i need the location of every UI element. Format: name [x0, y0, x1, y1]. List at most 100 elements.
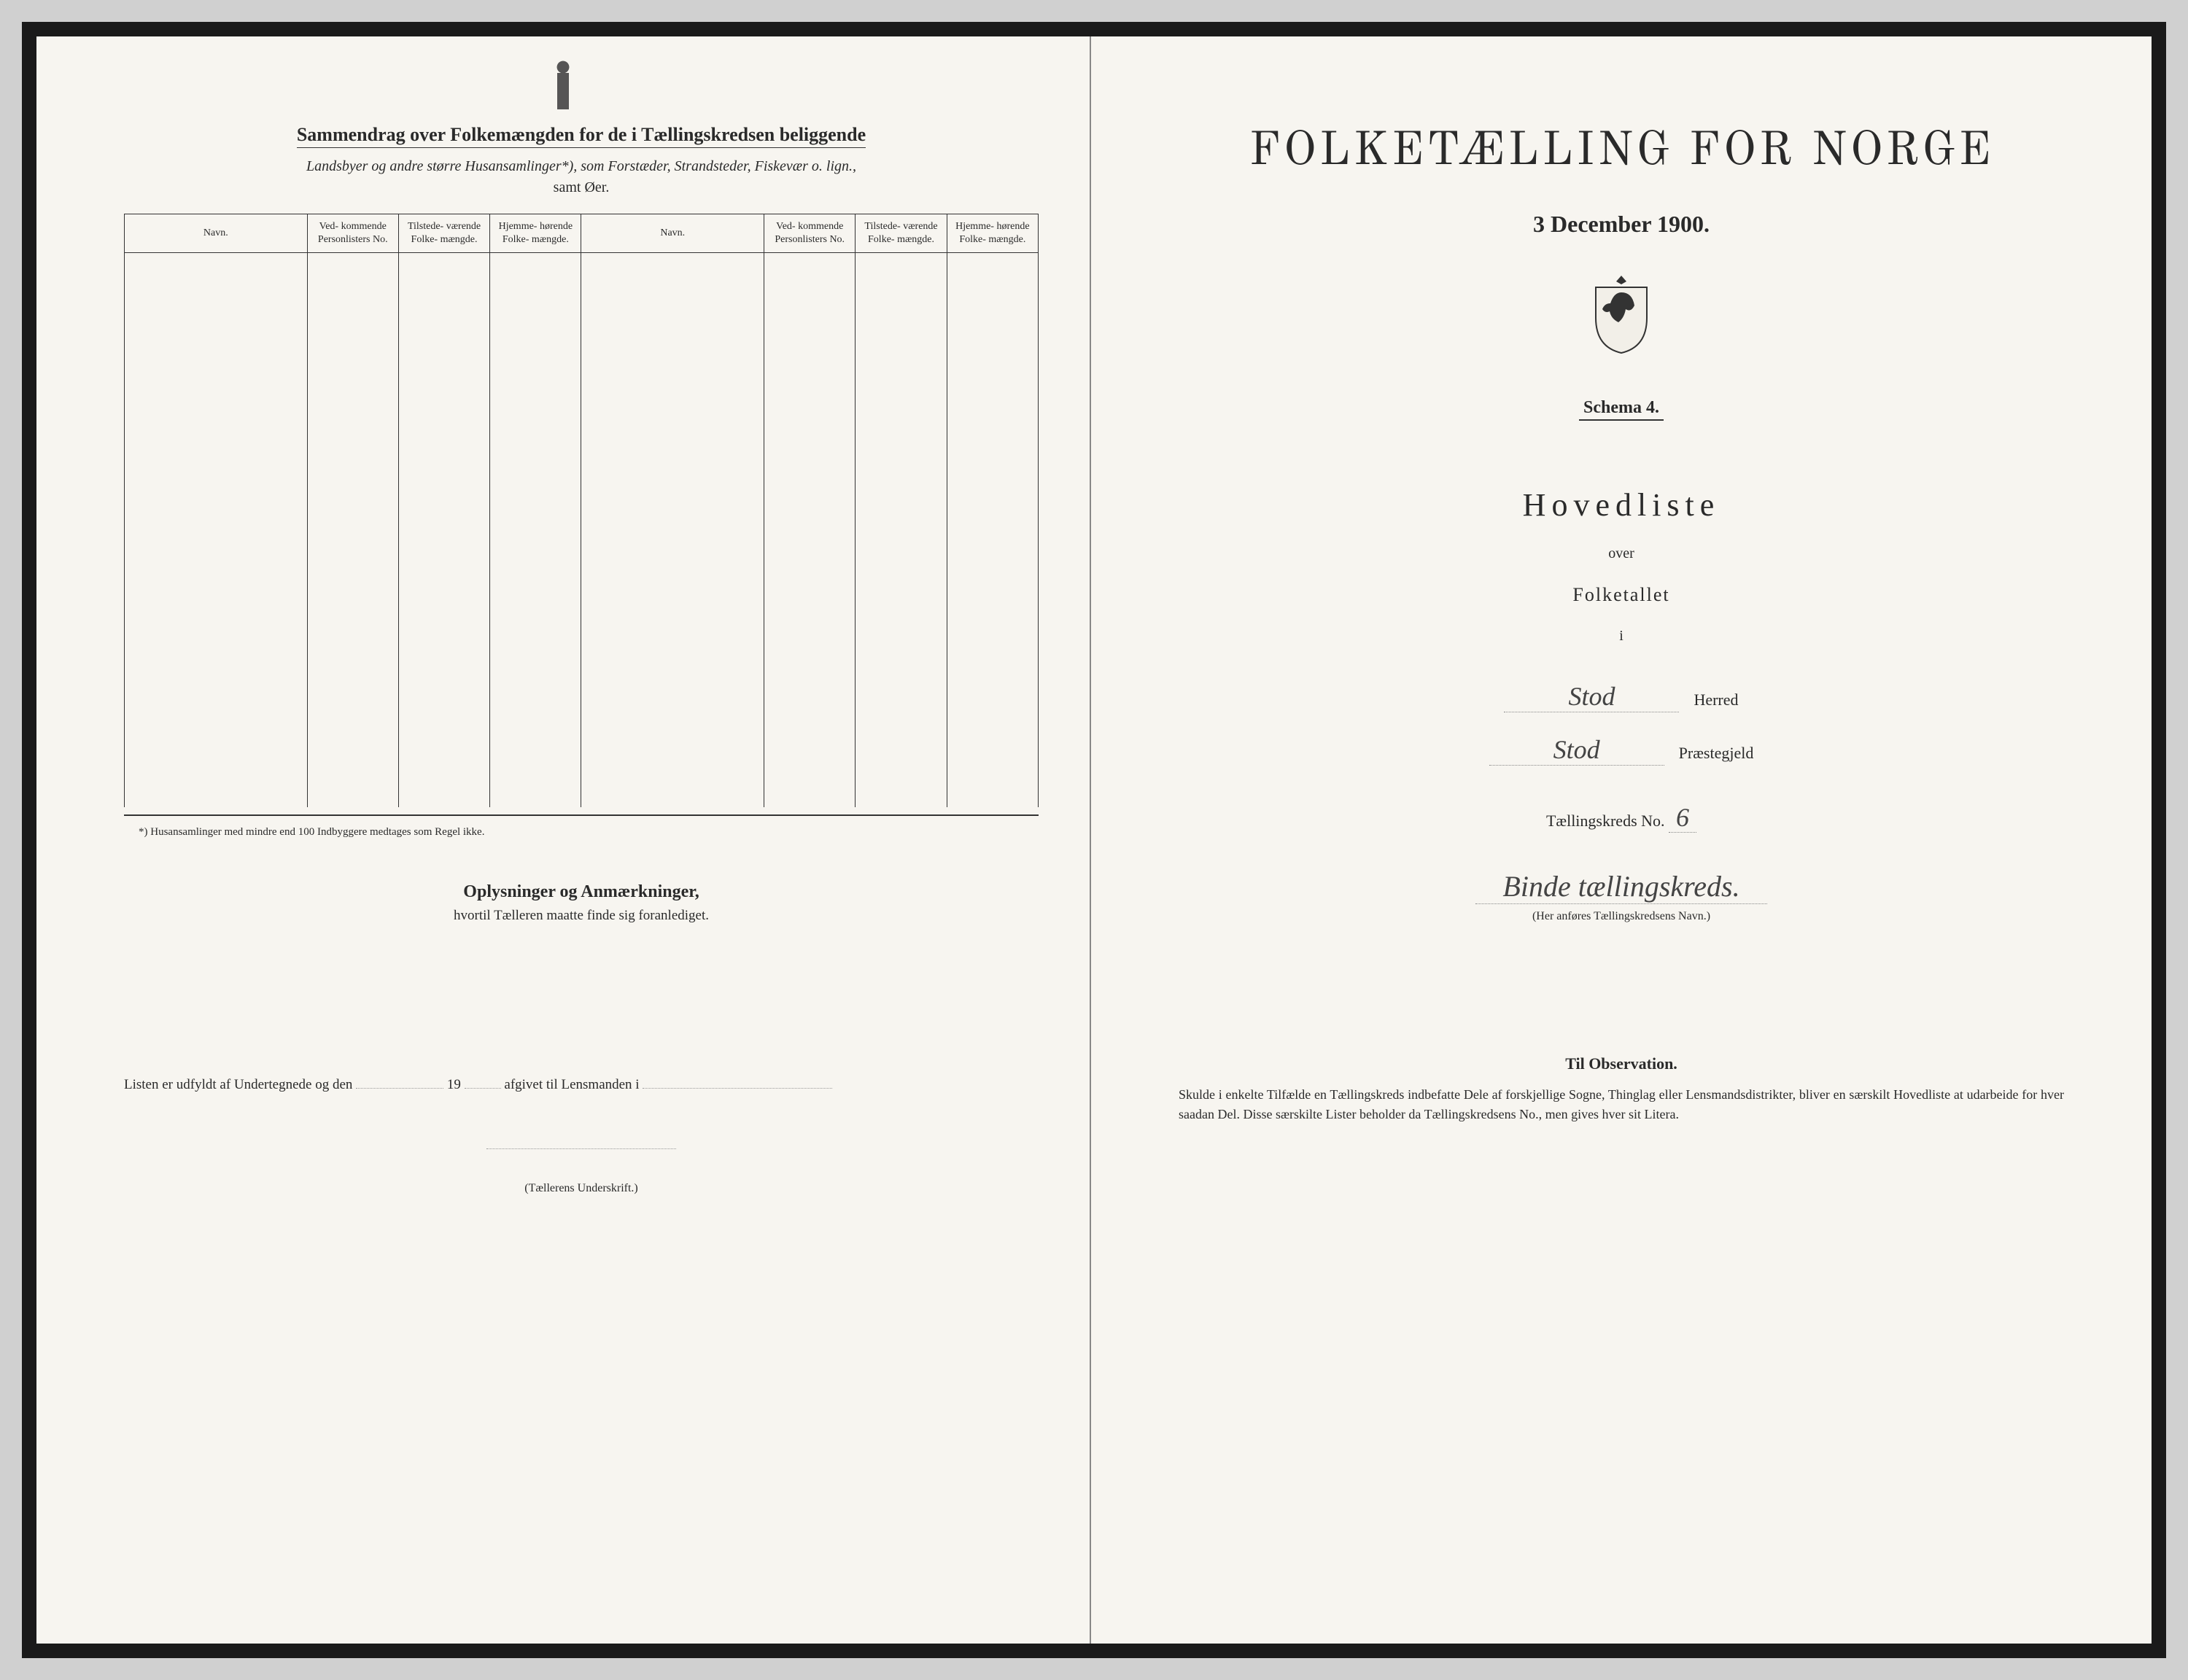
right-page: FOLKETÆLLING FOR NORGE 3 December 1900. …	[1091, 36, 2152, 1644]
table-cell	[490, 752, 581, 807]
table-cell	[125, 696, 308, 752]
table-cell	[125, 530, 308, 586]
table-cell	[398, 530, 489, 586]
kreds-no-value: 6	[1669, 803, 1696, 833]
table-cell	[398, 586, 489, 641]
i-label: i	[1164, 628, 2079, 645]
table-row	[125, 530, 1039, 586]
hovedliste-title: Hovedliste	[1164, 486, 2079, 524]
table-cell	[764, 586, 856, 641]
table-cell	[125, 641, 308, 696]
signature-line: Listen er udfyldt af Undertegnede og den…	[124, 1070, 1039, 1100]
table-cell	[307, 752, 398, 807]
left-page: Sammendrag over Folkemængden for de i Tæ…	[36, 36, 1091, 1644]
observation-title: Til Observation.	[1164, 1054, 2079, 1073]
table-cell	[490, 308, 581, 364]
table-cell	[581, 308, 764, 364]
table-cell	[856, 308, 947, 364]
table-cell	[581, 696, 764, 752]
kreds-no-label: Tællingskreds No.	[1546, 812, 1665, 830]
wax-seal-icon	[541, 58, 585, 109]
table-cell	[764, 475, 856, 530]
table-cell	[581, 419, 764, 475]
praestegjeld-value: Stod	[1489, 734, 1664, 766]
table-cell	[125, 308, 308, 364]
table-cell	[856, 530, 947, 586]
kreds-no-row: Tællingskreds No. 6	[1164, 802, 2079, 833]
table-cell	[947, 696, 1038, 752]
table-cell	[856, 586, 947, 641]
table-cell	[856, 696, 947, 752]
table-cell	[307, 530, 398, 586]
table-row	[125, 419, 1039, 475]
table-cell	[947, 752, 1038, 807]
table-cell	[947, 364, 1038, 419]
col-vedkommende-2: Ved- kommende Personlisters No.	[764, 214, 856, 253]
signature-underline-row	[124, 1137, 1039, 1154]
col-navn-2: Navn.	[581, 214, 764, 253]
left-title: Sammendrag over Folkemængden for de i Tæ…	[297, 124, 866, 148]
folketallet-label: Folketallet	[1164, 584, 2079, 606]
table-cell	[764, 696, 856, 752]
summary-table-body	[125, 253, 1039, 807]
table-cell	[856, 475, 947, 530]
left-subtitle-2: samt Øer.	[124, 179, 1039, 196]
table-cell	[490, 419, 581, 475]
table-cell	[125, 364, 308, 419]
table-cell	[947, 530, 1038, 586]
remarks-title: Oplysninger og Anmærkninger,	[124, 882, 1039, 902]
table-cell	[125, 752, 308, 807]
praestegjeld-row: Stod Præstegjeld	[1164, 734, 2079, 766]
table-row	[125, 696, 1039, 752]
table-cell	[856, 253, 947, 308]
table-cell	[764, 752, 856, 807]
table-row	[125, 641, 1039, 696]
signature-caption: (Tællerens Underskrift.)	[124, 1182, 1039, 1195]
herred-label: Herred	[1694, 691, 1738, 709]
table-cell	[490, 253, 581, 308]
table-cell	[307, 253, 398, 308]
left-subtitle-1: Landsbyer og andre større Husansamlinger…	[124, 158, 1039, 175]
table-cell	[764, 419, 856, 475]
sig-text-1: Listen er udfyldt af Undertegnede og den	[124, 1077, 352, 1092]
kreds-name-caption: (Her anføres Tællingskredsens Navn.)	[1164, 910, 2079, 923]
blank-signature	[486, 1137, 676, 1150]
schema-wrap: Schema 4.	[1164, 398, 2079, 486]
herred-row: Stod Herred	[1164, 681, 2079, 712]
col-tilstede-2: Tilstede- værende Folke- mængde.	[856, 214, 947, 253]
table-cell	[125, 586, 308, 641]
table-cell	[856, 641, 947, 696]
blank-date-year	[465, 1073, 501, 1089]
census-date: 3 December 1900.	[1164, 211, 2079, 238]
summary-table-head: Navn. Ved- kommende Personlisters No. Ti…	[125, 214, 1039, 253]
table-cell	[856, 419, 947, 475]
table-row	[125, 475, 1039, 530]
coat-of-arms-icon	[1588, 274, 1654, 354]
sig-text-2: 19	[447, 1077, 461, 1092]
col-navn-1: Navn.	[125, 214, 308, 253]
table-cell	[764, 641, 856, 696]
table-cell	[947, 419, 1038, 475]
table-cell	[398, 641, 489, 696]
table-cell	[764, 530, 856, 586]
table-cell	[581, 364, 764, 419]
table-cell	[398, 308, 489, 364]
kreds-name-row: Binde tællingskreds. (Her anføres Tællin…	[1164, 869, 2079, 923]
table-cell	[307, 308, 398, 364]
table-cell	[125, 419, 308, 475]
over-label: over	[1164, 545, 2079, 562]
table-cell	[307, 641, 398, 696]
table-row	[125, 364, 1039, 419]
table-cell	[856, 752, 947, 807]
praestegjeld-label: Præstegjeld	[1679, 744, 1754, 763]
table-cell	[125, 253, 308, 308]
table-cell	[581, 253, 764, 308]
blank-lensmand	[643, 1073, 832, 1089]
table-cell	[947, 586, 1038, 641]
table-cell	[764, 308, 856, 364]
table-rule	[124, 814, 1039, 816]
scan-frame: Sammendrag over Folkemængden for de i Tæ…	[22, 22, 2166, 1658]
table-cell	[764, 364, 856, 419]
table-cell	[125, 475, 308, 530]
table-cell	[947, 475, 1038, 530]
